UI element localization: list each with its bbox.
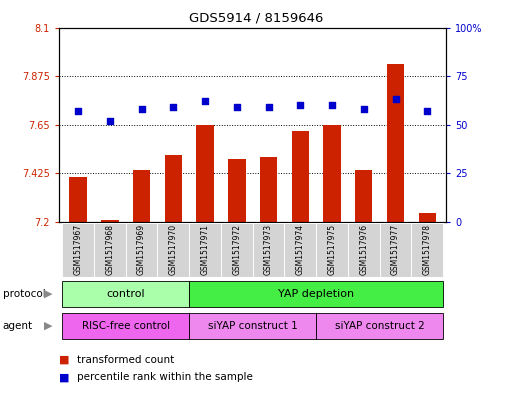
Text: GSM1517975: GSM1517975 [327,224,337,275]
Bar [228,160,246,222]
Text: GSM1517973: GSM1517973 [264,224,273,275]
Point [233,104,241,110]
Bar [260,157,277,222]
FancyBboxPatch shape [94,222,126,277]
FancyBboxPatch shape [189,222,221,277]
Text: GDS5914 / 8159646: GDS5914 / 8159646 [189,12,324,25]
Bar [387,64,404,222]
FancyBboxPatch shape [157,222,189,277]
Bar [62,313,189,339]
Bar [133,170,150,222]
Text: GSM1517977: GSM1517977 [391,224,400,275]
FancyBboxPatch shape [253,222,284,277]
Text: GSM1517972: GSM1517972 [232,224,241,275]
Text: GSM1517969: GSM1517969 [137,224,146,275]
FancyBboxPatch shape [62,222,94,277]
Bar [69,177,87,222]
Bar [189,281,443,307]
Bar [355,170,372,222]
Point [201,98,209,105]
Text: protocol: protocol [3,289,45,299]
Text: transformed count: transformed count [77,354,174,365]
Text: siYAP construct 2: siYAP construct 2 [335,321,425,331]
Point [360,106,368,112]
FancyBboxPatch shape [221,222,253,277]
Text: agent: agent [3,321,33,331]
Text: ▶: ▶ [44,321,53,331]
Text: percentile rank within the sample: percentile rank within the sample [77,372,253,382]
Text: ▶: ▶ [44,289,53,299]
Bar [291,131,309,222]
Text: GSM1517970: GSM1517970 [169,224,178,275]
Point [264,104,272,110]
FancyBboxPatch shape [411,222,443,277]
Bar [165,155,182,222]
FancyBboxPatch shape [126,222,157,277]
Bar [316,313,443,339]
Text: YAP depletion: YAP depletion [278,289,354,299]
Point [106,118,114,124]
Point [137,106,146,112]
Text: RISC-free control: RISC-free control [82,321,170,331]
Text: ■: ■ [59,354,69,365]
FancyBboxPatch shape [380,222,411,277]
FancyBboxPatch shape [284,222,316,277]
Text: GSM1517971: GSM1517971 [201,224,209,275]
Bar [189,313,316,339]
FancyBboxPatch shape [348,222,380,277]
Bar [196,125,214,222]
Text: GSM1517978: GSM1517978 [423,224,432,275]
Bar [419,213,436,222]
Text: GSM1517976: GSM1517976 [359,224,368,275]
Bar [323,125,341,222]
Bar [101,220,119,222]
Text: GSM1517967: GSM1517967 [73,224,83,275]
Point [423,108,431,114]
Point [391,96,400,103]
Text: control: control [106,289,145,299]
Point [296,102,304,108]
Point [328,102,336,108]
Text: GSM1517968: GSM1517968 [105,224,114,275]
Point [74,108,82,114]
Text: GSM1517974: GSM1517974 [296,224,305,275]
Text: siYAP construct 1: siYAP construct 1 [208,321,298,331]
Text: ■: ■ [59,372,69,382]
Point [169,104,177,110]
FancyBboxPatch shape [316,222,348,277]
Bar [62,281,189,307]
